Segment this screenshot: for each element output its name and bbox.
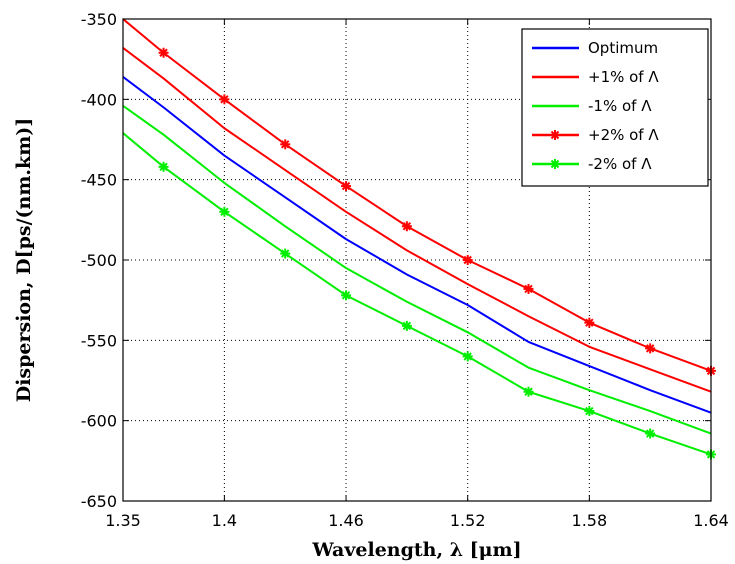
series-line — [122, 104, 712, 435]
data-point-marker — [401, 320, 412, 331]
x-tick-label: 1.46 — [328, 511, 364, 530]
series-4 — [122, 132, 716, 460]
data-point-marker — [280, 248, 291, 259]
data-point-marker — [341, 181, 352, 192]
y-tick-label: -600 — [81, 412, 117, 431]
legend: Optimum +1% of Λ -1% of Λ +2% of Λ -2% of Λ — [521, 28, 709, 187]
x-tick-label: 1.52 — [450, 511, 486, 530]
data-point-marker — [584, 406, 595, 417]
series-line — [122, 76, 712, 414]
x-tick-label: 1.4 — [212, 511, 237, 530]
y-tick-label: -550 — [81, 331, 117, 350]
x-axis-label: Wavelength, λ [μm] — [311, 539, 521, 561]
y-tick-label: -350 — [81, 10, 117, 29]
series-1 — [122, 47, 712, 393]
legend-label: -2% of Λ — [588, 155, 652, 173]
data-point-marker — [158, 47, 169, 58]
legend-item: -1% of Λ — [532, 97, 652, 115]
legend-marker — [550, 130, 560, 140]
legend-marker — [550, 159, 560, 169]
data-point-marker — [523, 386, 534, 397]
legend-item: +1% of Λ — [532, 68, 659, 86]
legend-box — [521, 28, 709, 187]
data-point-marker — [645, 343, 656, 354]
legend-label: -1% of Λ — [588, 97, 652, 115]
y-tick-label: -500 — [81, 251, 117, 270]
series-3 — [122, 18, 716, 376]
legend-item: Optimum — [532, 39, 658, 57]
series-layer — [122, 18, 716, 460]
y-tick-label: -400 — [81, 90, 117, 109]
x-tick-label: 1.35 — [105, 511, 141, 530]
data-point-marker — [280, 139, 291, 150]
data-point-marker — [584, 317, 595, 328]
data-point-marker — [645, 428, 656, 439]
data-point-marker — [219, 94, 230, 105]
data-point-marker — [401, 221, 412, 232]
legend-label: +2% of Λ — [588, 126, 659, 144]
series-2 — [122, 104, 712, 435]
data-point-marker — [462, 351, 473, 362]
legend-label: +1% of Λ — [588, 68, 659, 86]
data-point-marker — [341, 290, 352, 301]
series-0 — [122, 76, 712, 414]
data-point-marker — [219, 206, 230, 217]
data-point-marker — [462, 255, 473, 265]
legend-label: Optimum — [588, 39, 658, 57]
legend-item: -2% of Λ — [532, 155, 652, 173]
tick-labels: 1.35 1.4 1.46 1.52 1.58 1.64 -350 -400 -450 -500 -… — [81, 10, 729, 530]
x-tick-label: 1.58 — [572, 511, 608, 530]
legend-item: +2% of Λ — [532, 126, 659, 144]
y-tick-label: -450 — [81, 171, 117, 190]
data-point-marker — [523, 283, 534, 294]
data-point-marker — [158, 161, 169, 172]
x-tick-label: 1.64 — [693, 511, 729, 530]
y-axis-label: Dispersion, D[ps/(nm.km)] — [13, 118, 35, 403]
y-tick-label: -650 — [81, 492, 117, 511]
series-line — [122, 47, 712, 393]
